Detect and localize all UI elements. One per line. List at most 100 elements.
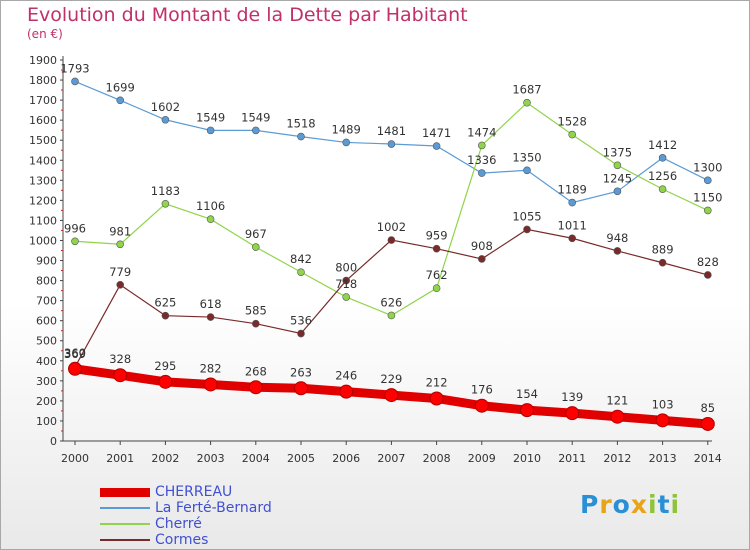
data-point: [613, 187, 622, 196]
data-point: [432, 142, 441, 150]
data-label: 1375: [603, 145, 632, 159]
data-point: [161, 115, 170, 124]
y-tick-label: 400: [36, 355, 57, 368]
data-label: 103: [652, 397, 674, 411]
chart-title: Evolution du Montant de la Dette par Hab…: [27, 4, 468, 26]
data-label: 626: [380, 295, 402, 309]
x-tick-label: 2008: [423, 452, 451, 465]
y-tick-label: 300: [36, 375, 57, 388]
y-tick-label: 900: [36, 255, 57, 268]
data-label: 718: [335, 277, 357, 291]
data-point: [342, 276, 351, 285]
data-label: 1549: [241, 110, 270, 124]
data-label: 282: [200, 361, 222, 375]
data-label: 585: [245, 304, 267, 318]
logo-letter: i: [648, 490, 658, 519]
data-point: [116, 280, 124, 289]
data-label: 1687: [512, 83, 541, 97]
data-label: 85: [700, 401, 715, 415]
data-point: [432, 284, 441, 292]
data-label: 1699: [106, 80, 135, 94]
legend-swatch: [100, 539, 150, 541]
y-tick-label: 1800: [29, 74, 57, 87]
data-label: 1189: [558, 183, 587, 197]
y-tick-label: 1900: [29, 54, 57, 67]
data-label: 1183: [151, 184, 180, 198]
x-tick-label: 2012: [603, 452, 631, 465]
data-point: [342, 293, 351, 301]
x-tick-label: 2002: [151, 452, 179, 465]
data-point: [158, 374, 173, 389]
data-point: [477, 169, 486, 177]
data-point: [252, 319, 260, 328]
data-label: 1245: [603, 171, 632, 185]
data-point: [342, 138, 351, 147]
legend-swatch: [100, 487, 150, 497]
data-label: 996: [64, 221, 86, 235]
legend-item: Cormes: [100, 532, 272, 548]
data-label: 1489: [332, 122, 361, 136]
data-point: [568, 130, 577, 139]
data-label: 1055: [512, 209, 541, 223]
data-point: [339, 384, 354, 399]
data-point: [474, 398, 489, 413]
y-tick-label: 1000: [29, 234, 57, 247]
data-label: 1602: [151, 100, 180, 114]
data-label: 1150: [693, 190, 722, 204]
x-tick-label: 2006: [332, 452, 360, 465]
data-point: [297, 132, 305, 141]
data-point: [568, 234, 577, 243]
data-point: [206, 215, 215, 224]
x-tick-label: 2014: [694, 452, 722, 465]
data-label: 828: [697, 255, 719, 269]
data-labels-layer: 1793 1699 1602 1549 1549 1518 1489 1481 1471 1336…: [60, 61, 722, 414]
data-label: 1256: [648, 169, 677, 183]
chart-axes: 0 100 200 300 400 500 600 700 800 900 1000 1100 1200…: [29, 54, 722, 465]
x-tick-label: 2009: [468, 452, 496, 465]
data-point: [658, 185, 667, 193]
data-label: 1002: [377, 220, 406, 234]
data-label: 1300: [693, 160, 722, 174]
data-label: 1106: [196, 199, 225, 213]
data-label: 121: [606, 394, 628, 408]
data-point: [432, 244, 441, 253]
logo-letter: i: [670, 490, 681, 519]
data-point: [523, 166, 531, 175]
x-tick-label: 2011: [558, 452, 586, 465]
x-tick-label: 2003: [197, 452, 225, 465]
y-tick-label: 0: [50, 435, 57, 448]
data-label: 625: [154, 296, 176, 310]
line-chart: 0 100 200 300 400 500 600 700 800 900 1000 1100 1200…: [29, 54, 722, 465]
data-label: 762: [426, 268, 448, 282]
data-point: [297, 268, 305, 276]
data-point: [703, 206, 712, 215]
x-tick-label: 2000: [61, 452, 89, 465]
data-point: [610, 409, 625, 424]
y-tick-label: 1200: [29, 194, 57, 207]
data-point: [613, 161, 622, 170]
data-label: 154: [516, 387, 538, 401]
y-tick-label: 1400: [29, 154, 57, 167]
data-label: 842: [290, 252, 312, 266]
y-tick-label: 800: [36, 275, 57, 288]
data-point: [655, 413, 670, 428]
y-tick-label: 100: [36, 415, 57, 428]
data-point: [477, 255, 486, 263]
data-point: [252, 243, 260, 251]
chart-legend: CHERREAU La Ferté-Bernard Cherré Cormes: [100, 484, 272, 548]
data-label: 779: [109, 265, 131, 279]
data-point: [294, 381, 308, 396]
data-point: [703, 271, 712, 279]
data-point: [297, 329, 305, 338]
data-label: 1471: [422, 126, 451, 140]
data-label: 967: [245, 227, 267, 241]
data-label: 536: [290, 314, 312, 328]
x-tick-label: 2004: [242, 452, 270, 465]
data-point: [113, 368, 128, 383]
data-label: 1474: [467, 125, 496, 139]
legend-swatch: [100, 523, 150, 525]
data-point: [71, 77, 79, 86]
data-point: [161, 199, 170, 208]
legend-label: La Ferté-Bernard: [155, 500, 272, 516]
